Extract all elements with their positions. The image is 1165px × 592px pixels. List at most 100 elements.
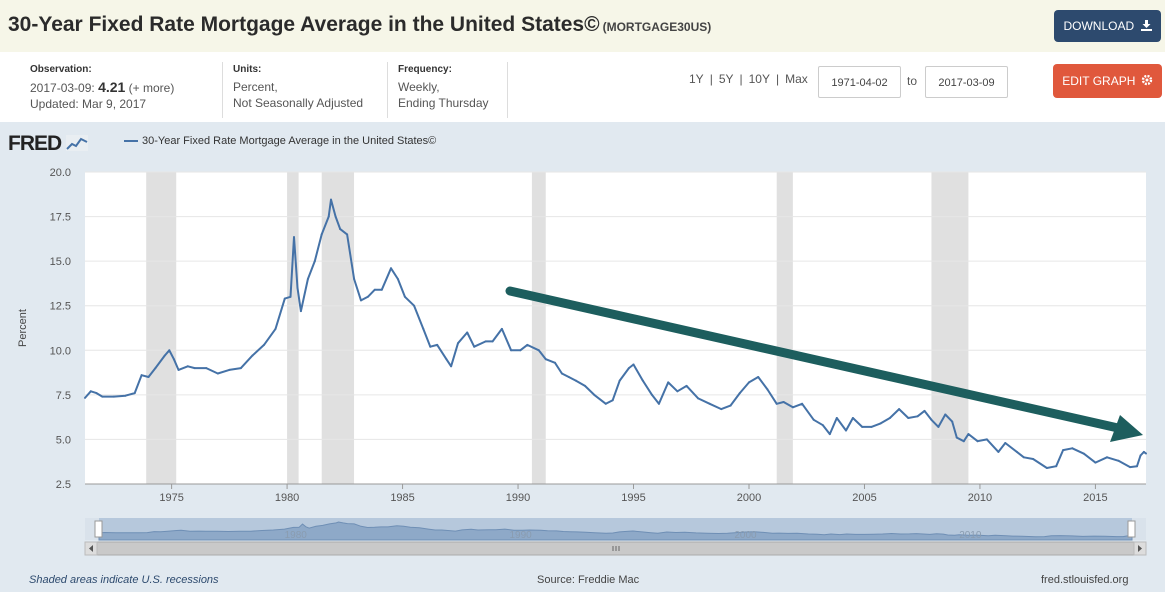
chevron-left-icon[interactable] — [84, 541, 98, 556]
range-max[interactable]: Max — [785, 72, 808, 86]
series-point — [708, 402, 711, 405]
series-point — [1136, 465, 1138, 468]
units-block: Units: Percent, Not Seasonally Adjusted — [233, 62, 363, 111]
legend-swatch — [124, 140, 138, 143]
start-date-input[interactable]: 1971-04-02 — [818, 66, 901, 98]
series-point — [821, 424, 824, 427]
y-tick-label: 20.0 — [50, 167, 71, 179]
range-5y[interactable]: 5Y — [718, 72, 734, 86]
navigator-tick-label: 1990 — [509, 530, 532, 541]
series-point — [632, 363, 635, 366]
plot-area — [85, 172, 1146, 484]
series-point — [163, 354, 166, 357]
info-bar: Observation: 2017-03-09: 4.21 (+ more) U… — [0, 52, 1165, 122]
site-link[interactable]: fred.stlouisfed.org — [1041, 574, 1129, 586]
units-label: Units: — [233, 64, 262, 75]
series-point — [84, 396, 86, 399]
series-point — [1022, 456, 1025, 459]
series-point — [1145, 452, 1147, 455]
series-point — [720, 408, 723, 411]
series-point — [239, 367, 242, 370]
series-point — [491, 340, 494, 343]
series-point — [1139, 454, 1142, 457]
series-point — [124, 394, 127, 397]
end-date-input[interactable]: 2017-03-09 — [925, 66, 1008, 98]
series-point — [1082, 452, 1085, 455]
series-point — [177, 368, 180, 371]
edit-graph-button[interactable]: EDIT GRAPH — [1053, 64, 1162, 98]
graph-panel: FRED 30-Year Fixed Rate Mortgage Average… — [0, 122, 1165, 592]
observation-more-link[interactable]: (+ more) — [128, 81, 175, 95]
series-point — [851, 417, 854, 419]
range-10y[interactable]: 10Y — [748, 72, 770, 86]
series-point — [390, 267, 392, 270]
x-tick-label: 2000 — [737, 492, 761, 504]
series-point — [334, 215, 337, 218]
y-tick-label: 5.0 — [56, 434, 71, 446]
series-point — [289, 295, 292, 298]
series-point — [283, 297, 286, 300]
series-point — [962, 440, 965, 443]
units-line-2: Not Seasonally Adjusted — [233, 96, 364, 110]
series-point — [676, 390, 679, 393]
series-point — [955, 436, 958, 439]
recession-band — [321, 172, 355, 484]
series-point — [1045, 467, 1048, 469]
series-point — [313, 260, 316, 263]
series-point — [916, 415, 919, 418]
fred-logo: FRED — [8, 132, 89, 156]
series-point — [729, 404, 732, 407]
series-point — [618, 379, 621, 382]
series-point — [782, 401, 785, 403]
series-point — [526, 343, 529, 346]
x-tick-label: 1985 — [390, 492, 414, 504]
x-tick-label: 2015 — [1083, 492, 1107, 504]
series-point — [168, 349, 171, 352]
observation-block: Observation: 2017-03-09: 4.21 (+ more) U… — [30, 62, 174, 112]
series-point — [320, 233, 323, 236]
series-point — [930, 418, 933, 421]
recession-note: Shaded areas indicate U.S. recessions — [29, 574, 219, 586]
series-point — [1015, 450, 1018, 453]
chevron-right-icon[interactable] — [1133, 541, 1147, 556]
frequency-block: Frequency: Weekly, Ending Thursday — [398, 62, 489, 111]
series-point — [641, 379, 644, 382]
series-point — [101, 395, 104, 398]
frequency-line-1: Weekly, — [398, 80, 440, 94]
series-point — [216, 372, 219, 375]
y-tick-label: 12.5 — [50, 301, 71, 313]
series-point — [346, 233, 349, 236]
navigator-right-handle[interactable] — [1127, 520, 1136, 538]
range-1y[interactable]: 1Y — [689, 72, 704, 86]
series-point — [775, 402, 778, 405]
series-point — [1129, 466, 1132, 469]
frequency-label: Frequency: — [398, 64, 452, 75]
series-point — [898, 408, 901, 411]
series-point — [1055, 465, 1058, 468]
series-point — [373, 288, 376, 291]
x-tick-label: 1995 — [621, 492, 645, 504]
y-tick-label: 15.0 — [50, 256, 71, 268]
series-point — [193, 367, 196, 370]
range-navigator[interactable]: 1980 1990 2000 2010 — [84, 518, 1147, 556]
x-tick-label: 1980 — [275, 492, 299, 504]
navigator-left-handle[interactable] — [94, 520, 103, 538]
series-point — [299, 310, 302, 313]
series-point — [567, 376, 570, 378]
series-point — [274, 327, 277, 330]
series-point — [611, 399, 614, 402]
range-selector: 1Y | 5Y | 10Y | Max — [686, 72, 811, 86]
edit-graph-label: EDIT GRAPH — [1062, 74, 1136, 88]
series-point — [757, 376, 760, 378]
to-label: to — [907, 74, 918, 88]
series-point — [544, 358, 547, 361]
series-code: (MORTGAGE30US) — [602, 20, 712, 34]
series-point — [748, 381, 750, 384]
range-separator: | — [739, 72, 743, 86]
series-point — [366, 295, 369, 298]
series-point — [835, 417, 838, 419]
series-point — [828, 433, 831, 436]
download-button[interactable]: DOWNLOAD — [1054, 10, 1161, 42]
series-point — [766, 388, 769, 391]
